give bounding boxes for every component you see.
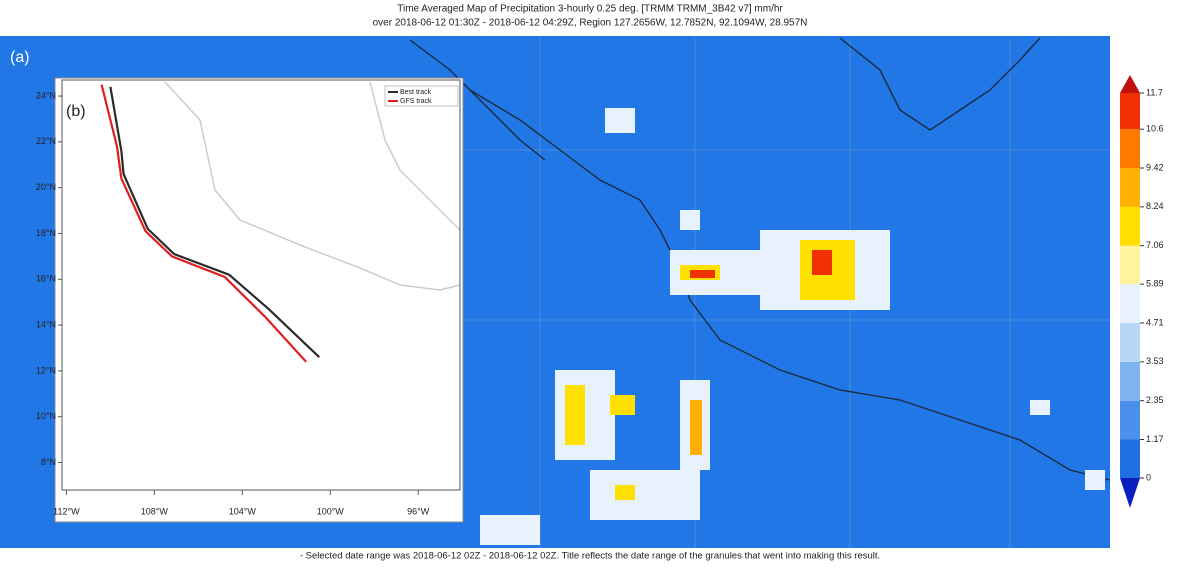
colorbar-label: 4.71 — [1146, 317, 1164, 327]
y-tick-label: 20°N — [36, 182, 56, 192]
panel-label: (b) — [66, 103, 86, 120]
colorbar-over — [1120, 75, 1140, 93]
colorbar-label: 9.42 — [1146, 162, 1164, 172]
inset-coastline — [164, 81, 461, 291]
colorbar-bin — [1120, 439, 1140, 478]
y-tick-label: 18°N — [36, 228, 56, 238]
y-tick-label: 22°N — [36, 136, 56, 146]
colorbar-under — [1120, 478, 1140, 508]
y-tick-label: 14°N — [36, 319, 56, 329]
x-tick-label: 112°W — [53, 506, 80, 516]
legend-frame — [384, 85, 459, 107]
colorbar-label: 2.35 — [1146, 395, 1164, 405]
x-tick-label: 108°W — [141, 506, 169, 516]
colorbar-bin — [1120, 361, 1140, 401]
colorbar-bin — [1120, 206, 1140, 246]
x-tick-label: 100°W — [317, 506, 345, 516]
precipitation — [480, 108, 1105, 545]
colorbar-bin — [1120, 323, 1140, 362]
colorbar-label: 0 — [1146, 472, 1151, 482]
x-tick-label: 104°W — [229, 506, 257, 516]
colorbar-bin — [1120, 245, 1140, 285]
colorbar-bin — [1120, 284, 1140, 324]
y-tick-label: 24°N — [36, 90, 56, 100]
track-line — [109, 86, 321, 358]
y-tick-label: 16°N — [36, 274, 56, 284]
colorbar-bin — [1120, 168, 1140, 207]
x-tick-label: 96°W — [407, 506, 430, 516]
colorbar-label: 3.53 — [1146, 356, 1164, 366]
y-tick-label: 12°N — [36, 365, 56, 375]
coastline — [409, 37, 1111, 481]
colorbar-label: 5.89 — [1146, 279, 1164, 289]
colorbar-bin — [1120, 93, 1140, 130]
title-line: Time Averaged Map of Precipitation 3-hou… — [397, 4, 783, 15]
colorbar-label: 8.24 — [1146, 201, 1164, 211]
title-line: over 2018-06-12 01:30Z - 2018-06-12 04:2… — [373, 18, 808, 29]
colorbar-bin — [1120, 129, 1140, 169]
legend-label: Best track — [400, 89, 432, 96]
plot-area — [61, 79, 461, 491]
colorbar-label: 10.6 — [1146, 124, 1164, 134]
footer-note: - Selected date range was 2018-06-12 02Z… — [300, 551, 880, 562]
y-tick-label: 10°N — [36, 411, 56, 421]
colorbar-label: 11.7 — [1146, 87, 1163, 97]
track-line — [100, 84, 307, 363]
colorbar-label: 1.17 — [1146, 434, 1164, 444]
colorbar-label: 7.06 — [1146, 240, 1164, 250]
colorbar-bin — [1120, 400, 1140, 440]
legend-label: GFS track — [400, 98, 432, 105]
y-tick-label: 8°N — [41, 457, 56, 467]
panel-label: (a) — [10, 49, 30, 66]
